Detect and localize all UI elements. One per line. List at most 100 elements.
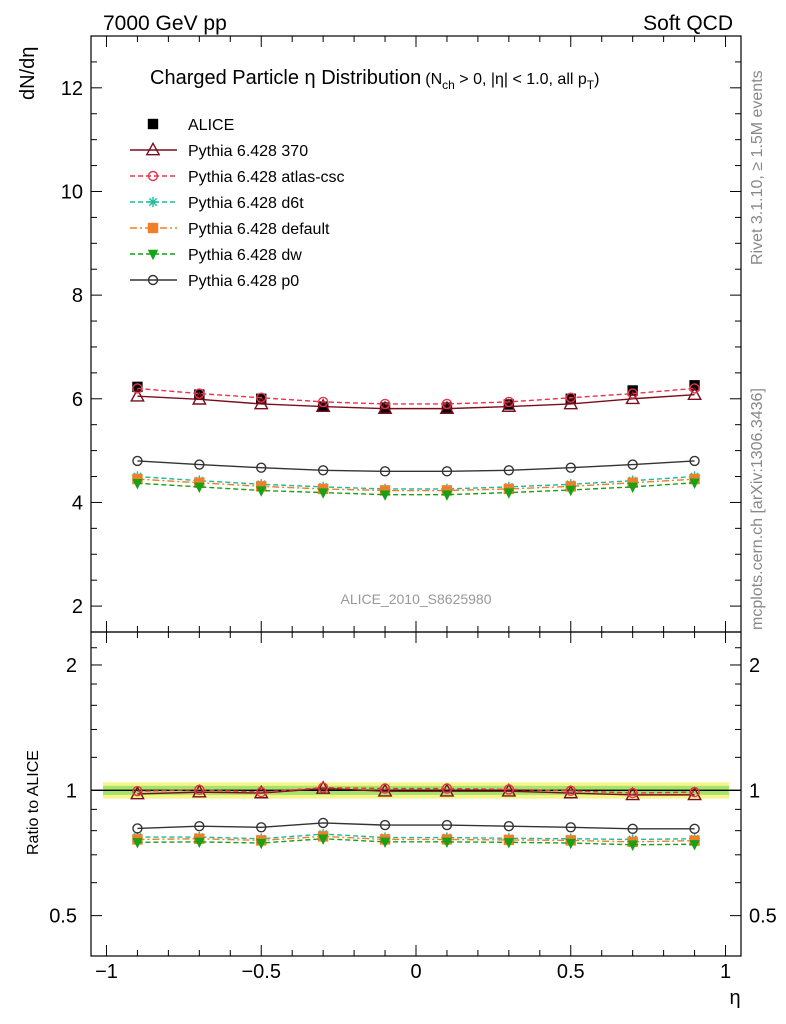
main-series: [130, 380, 702, 501]
ratio-series-pythia-6-428-atlas-csc-point: [317, 782, 329, 793]
main-title-text: Charged Particle η Distribution: [150, 67, 421, 89]
main-ylabel: dN/dη: [17, 47, 39, 100]
ratio-series-pythia-6-428-p0-point: [689, 823, 700, 835]
ratio-ytick-label-right: 0.5: [749, 906, 777, 928]
ratio-series-pythia-6-428-370-point: [315, 780, 331, 794]
main-ytick-label: 6: [72, 389, 83, 411]
series-alice-point: [627, 385, 638, 396]
series-pythia-6-428-370-point: [191, 391, 207, 405]
series-alice-point: [194, 389, 205, 400]
ratio-series-pythia-6-428-dw-point: [379, 837, 391, 849]
series-pythia-6-428-atlas-csc-point: [256, 392, 267, 403]
legend-pythia-6-428-atlas-csc: Pythia 6.428 atlas-csc: [130, 169, 345, 186]
series-pythia-6-428-p0-point: [256, 462, 267, 473]
ratio-series-pythia-6-428-p0-point: [565, 822, 576, 833]
series-pythia-6-428-dw: [132, 478, 700, 501]
ratio-series-pythia-6-428-370-point: [377, 783, 393, 797]
main-ytick-label: 12: [61, 78, 83, 100]
series-pythia-6-428-atlas-csc-point: [441, 398, 453, 410]
ratio-ytick-label-left: 0.5: [49, 906, 77, 928]
series-pythia-6-428-370-point: [253, 395, 269, 410]
main-ticks: 2 4 6 8 10 12: [61, 35, 741, 633]
series-pythia-6-428-atlas-csc-point: [627, 388, 638, 399]
series-pythia-6-428-p0: [132, 455, 700, 477]
ratio-xtick-label: 0.5: [557, 961, 585, 983]
ratio-series-pythia-6-428-atlas-csc-point: [379, 783, 391, 794]
ratio-series-pythia-6-428-atlas-csc-point: [256, 786, 267, 798]
ratio-series-pythia-6-428-p0-point: [256, 822, 267, 833]
ratio-series-pythia-6-428-dw-point: [256, 838, 267, 850]
ratio-series-pythia-6-428-370-point: [563, 784, 579, 799]
series-pythia-6-428-370-line: [137, 393, 695, 410]
legend-pythia-6-428-dw: Pythia 6.428 dw: [130, 247, 302, 264]
series-pythia-6-428-370-point: [625, 390, 641, 405]
series-pythia-6-428-370-point: [687, 386, 702, 401]
main-title: Charged Particle η Distribution (Nch > 0,…: [150, 67, 599, 92]
series-pythia-6-428-p0-point: [379, 466, 391, 477]
legend-pythia-6-428-default-marker: [147, 222, 159, 234]
series-pythia-6-428-p0-point: [132, 455, 143, 467]
series-pythia-6-428-dw-point: [379, 490, 391, 501]
series-alice-point: [441, 402, 453, 413]
series-alice-point: [689, 380, 700, 391]
legend-pythia-6-428-atlas-csc-label: Pythia 6.428 atlas-csc: [188, 169, 345, 186]
series-pythia-6-428-dw-point: [565, 485, 576, 497]
ratio-xtick-label: 0: [410, 961, 421, 983]
ratio-xtick-label: −1: [95, 961, 118, 983]
main-title-cut-end: ): [594, 71, 599, 88]
series-pythia-6-428-d6t: [132, 471, 700, 495]
ratio-series-pythia-6-428-p0-point: [379, 819, 391, 831]
legend-pythia-6-428-default-label: Pythia 6.428 default: [188, 221, 330, 238]
series-alice-point: [503, 399, 515, 410]
series-pythia-6-428-dw-point: [689, 478, 700, 489]
main-ytick-label: 2: [72, 596, 83, 618]
series-alice-point: [565, 393, 576, 404]
ratio-series-pythia-6-428-370-point: [130, 785, 145, 800]
ratio-series-pythia-6-428-default-line: [137, 835, 695, 843]
series-pythia-6-428-d6t-line: [137, 475, 695, 490]
ratio-series-pythia-6-428-atlas-csc-point: [441, 783, 453, 794]
series-alice-point: [379, 402, 391, 413]
ratio-ytick-label-left: 1: [66, 780, 77, 802]
ratio-series-pythia-6-428-370-point: [191, 783, 207, 798]
legend-pythia-6-428-d6t: Pythia 6.428 d6t: [130, 195, 304, 212]
ratio-series-pythia-6-428-370-point: [439, 783, 455, 797]
series-pythia-6-428-p0-point: [317, 465, 329, 476]
ratio-series-pythia-6-428-p0-line: [137, 822, 695, 830]
main-title-cut-sub: ch: [442, 78, 455, 92]
series-pythia-6-428-p0-point: [441, 466, 453, 477]
series-pythia-6-428-dw-point: [627, 482, 638, 494]
series-pythia-6-428-dw-point: [317, 488, 329, 499]
ratio-series-pythia-6-428-p0-point: [132, 823, 143, 834]
ratio-ticks: 0.5 0.5 1 1 2 2 −1 −0.5 0 0.5 1: [49, 631, 777, 983]
series-pythia-6-428-atlas-csc: [132, 383, 700, 410]
series-pythia-6-428-atlas-csc-line: [137, 387, 695, 405]
series-pythia-6-428-dw-point: [256, 486, 267, 497]
series-pythia-6-428-atlas-csc-point: [194, 388, 205, 399]
main-ytick-label: 8: [72, 285, 83, 307]
series-pythia-6-428-atlas-csc-point: [689, 383, 700, 394]
series-pythia-6-428-dw-point: [441, 490, 453, 501]
watermark: ALICE_2010_S8625980: [340, 591, 491, 607]
series-pythia-6-428-default: [132, 473, 700, 496]
legend-alice-marker: [147, 118, 159, 130]
ratio-series-pythia-6-428-atlas-csc-point: [503, 784, 515, 795]
series-pythia-6-428-p0-point: [565, 462, 576, 473]
ratio-series-pythia-6-428-default: [132, 831, 700, 848]
legend: ALICE Pythia 6.428 370 Pythia 6.428 atlas-…: [130, 117, 345, 290]
ratio-series-pythia-6-428-p0: [132, 817, 700, 835]
series-pythia-6-428-p0-point: [689, 455, 700, 467]
series-pythia-6-428-p0-point: [194, 459, 205, 470]
series-pythia-6-428-atlas-csc-point: [379, 398, 391, 410]
series-pythia-6-428-atlas-csc-point: [317, 396, 329, 408]
series-pythia-6-428-default-line: [137, 478, 695, 492]
side-label-top: Rivet 3.1.10, ≥ 1.5M events: [749, 70, 766, 265]
ratio-series-pythia-6-428-370-point: [625, 786, 641, 801]
ratio-series-pythia-6-428-dw-point: [503, 838, 515, 849]
series-pythia-6-428-dw-point: [194, 482, 205, 494]
ratio-series-pythia-6-428-dw: [132, 834, 700, 851]
ratio-series-pythia-6-428-p0-point: [194, 820, 205, 832]
legend-pythia-6-428-d6t-marker: [147, 196, 159, 208]
legend-pythia-6-428-p0: Pythia 6.428 p0: [130, 273, 299, 290]
